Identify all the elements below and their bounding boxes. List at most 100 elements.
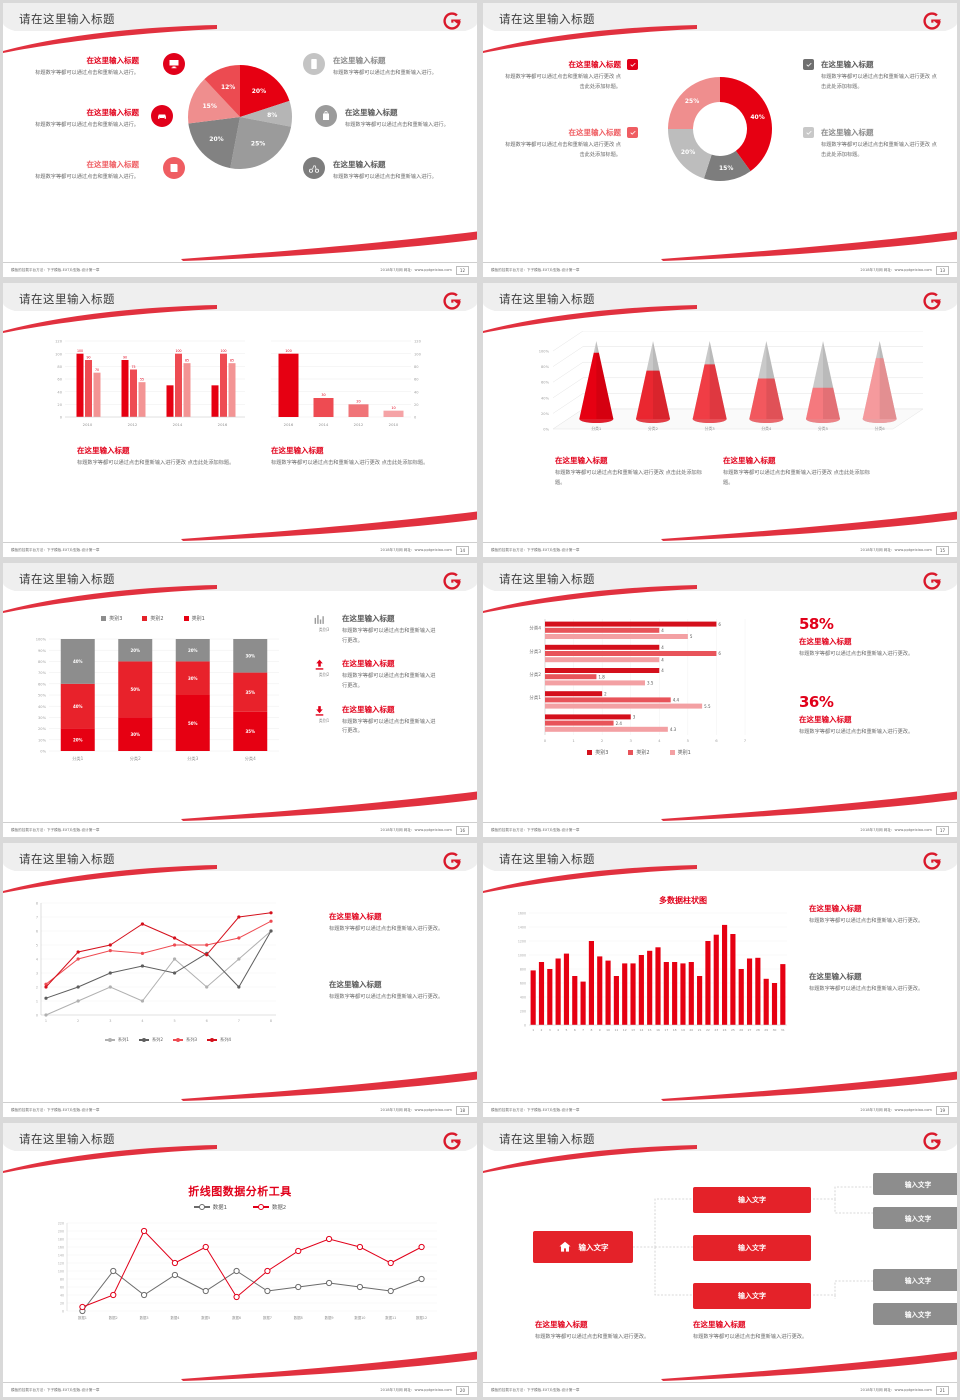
book-icon-badge[interactable] (163, 157, 185, 179)
bicycle-icon-badge[interactable] (303, 157, 325, 179)
info-block[interactable]: 在这里输入标题 标题数字等都可以通过点击和重新输入进行。 (13, 107, 139, 131)
list-item[interactable]: 类别3 在这里输入标题 标题数字等都可以通过点击和重新输入进行更改。 (313, 613, 463, 646)
info-block-heading: 在这里输入标题 (86, 108, 140, 117)
pie-slice-label: 8% (267, 112, 277, 119)
y-tick-label: 400 (520, 995, 526, 999)
info-block[interactable]: 在这里输入标题 标题数字等都可以通过点击和重新输入进行更改 点击此处添加标题。 (501, 127, 621, 160)
segment-value-label: 35% (245, 690, 255, 695)
x-tick-label: 2 (601, 738, 604, 743)
checkbox-checked[interactable] (803, 59, 814, 70)
x-tick-label: 数据3 (140, 1315, 149, 1320)
org-node-leaf[interactable]: 输入文字 (873, 1269, 957, 1291)
y-tick-label: 20% (541, 412, 550, 416)
line-point (140, 1227, 148, 1235)
bar (622, 963, 628, 1025)
info-block[interactable]: 在这里输入标题 标题数字等都可以通过点击和重新输入进行更改。 (809, 903, 945, 927)
x-tick-label: 3 (109, 1019, 111, 1023)
y-tick-label: 分类2 (529, 671, 541, 678)
line-point (108, 971, 112, 975)
footer-source-text: 模板的挂载平台方法：下子模板-EXT片型版-设计第一章 (491, 1387, 580, 1392)
checkbox-checked[interactable] (803, 127, 814, 138)
stat-block[interactable]: 58% 在这里输入标题 标题数字等都可以通过点击和重新输入进行更改。 (799, 615, 945, 660)
y-tick-label: 10% (38, 738, 47, 742)
slide-footer: 模板的挂载平台方法：下子模板-EXT片型版-设计第一章 2018年7月网 网址：w… (483, 542, 957, 557)
info-block[interactable]: 在这里输入标题 标题数字等都可以通过点击和重新输入进行更改。 (809, 971, 945, 995)
slide-18[interactable]: 请在这里输入标题 模板的挂载平台方法：下子模板-EXT片型版-设计第一章 2018年… (0, 840, 480, 1120)
g-arrow-logo (921, 10, 943, 32)
checkbox-checked[interactable] (627, 59, 638, 70)
info-block[interactable]: 在这里输入标题 标题数字等都可以通过点击和重新输入进行。 (333, 159, 459, 183)
slide-content: 类别3 类别2 类别1 0% 10% 20% 30% 40% 50% 60% 70% 80% 90% 10… (3, 609, 477, 822)
car-icon-badge[interactable] (151, 105, 173, 127)
cone-value (579, 352, 614, 419)
slide-14[interactable]: 请在这里输入标题 模板的挂载平台方法：下子模板-EXT片型版-设计第一章 2018年… (0, 280, 480, 560)
decor-swoosh-bottom (181, 1351, 477, 1381)
monitor-icon-badge[interactable] (163, 53, 185, 75)
org-node-leaf[interactable]: 输入文字 (873, 1303, 957, 1325)
org-node-root[interactable]: 输入文字 (533, 1231, 633, 1263)
list-item[interactable]: 类别1 在这里输入标题 标题数字等都可以通过点击和重新输入进行更改。 (313, 704, 463, 737)
x-tick-label: 数据8 (294, 1315, 303, 1320)
list-item-caption: 类别2 (318, 672, 330, 678)
org-node-mid[interactable]: 输入文字 (693, 1187, 811, 1213)
line-series (45, 930, 272, 1016)
info-block[interactable]: 在这里输入标题 标题数字等都可以通过点击和重新输入进行更改。 (329, 911, 465, 935)
info-block[interactable]: 在这里输入标题 标题数字等都可以通过点击和重新输入进行更改 点击此处添加标题。 (821, 59, 941, 92)
caption-block[interactable]: 在这里输入标题 标题数字等都可以通过点击和重新输入进行更改 点击此处添加标题。 (271, 445, 431, 469)
donut-chart: 40% 15% 20% 25% (668, 77, 772, 181)
slide-20[interactable]: 请在这里输入标题 模板的挂载平台方法：下子模板-EXT片型版-设计第一章 2018年… (0, 1120, 480, 1400)
check-icon (805, 130, 812, 135)
info-block[interactable]: 在这里输入标题 标题数字等都可以通过点击和重新输入进行更改 点击此处添加标题。 (821, 127, 941, 160)
footer-right-group: 2018年7月网 网址：www.pptgeixiao.com 20 (380, 1385, 469, 1395)
caption-block[interactable]: 在这里输入标题 标题数字等都可以通过点击和重新输入进行更改。 (535, 1319, 675, 1343)
y-tick-label: 160 (58, 1245, 64, 1249)
info-block[interactable]: 在这里输入标题 标题数字等都可以通过点击和重新输入进行更改 点击此处添加标题。 (501, 59, 621, 92)
bar (228, 363, 236, 417)
decor-swoosh-bottom (181, 1071, 477, 1101)
slide-12[interactable]: 请在这里输入标题 模板的挂载平台方法：下子模板-EXT片型版-设计第一章 2018年… (0, 0, 480, 280)
line-point (233, 1293, 240, 1301)
bag-icon-badge[interactable] (315, 105, 337, 127)
list-item[interactable]: 类别2 在这里输入标题 标题数字等都可以通过点击和重新输入进行更改。 (313, 658, 463, 691)
slide-16[interactable]: 请在这里输入标题 模板的挂载平台方法：下子模板-EXT片型版-设计第一章 2018年… (0, 560, 480, 840)
org-node-leaf[interactable]: 输入文字 (873, 1207, 957, 1229)
info-block-heading: 在这里输入标题 (821, 128, 874, 137)
g-arrow-logo-glyph (923, 12, 942, 30)
caption-block[interactable]: 在这里输入标题 标题数字等都可以通过点击和重新输入进行更改 点击此处添加标题。 (555, 455, 710, 488)
caption-block[interactable]: 在这里输入标题 标题数字等都可以通过点击和重新输入进行更改 点击此处添加标题。 (723, 455, 878, 488)
info-block[interactable]: 在这里输入标题 标题数字等都可以通过点击和重新输入进行。 (345, 107, 471, 131)
phone-icon-badge[interactable] (303, 53, 325, 75)
caption-block[interactable]: 在这里输入标题 标题数字等都可以通过点击和重新输入进行更改。 (693, 1319, 833, 1343)
checkbox-checked[interactable] (627, 127, 638, 138)
g-arrow-logo (441, 290, 463, 312)
org-node-leaf[interactable]: 输入文字 (873, 1173, 957, 1195)
cone-value (749, 378, 784, 419)
footer-right-group: 2018年7月网 网址：www.pptgeixiao.com 12 (380, 265, 469, 275)
slide-21[interactable]: 请在这里输入标题 模板的挂载平台方法：下子模板-EXT片型版-设计第一章 2018年… (480, 1120, 960, 1400)
decor-swoosh-top-shape (483, 585, 697, 614)
slide-13[interactable]: 请在这里输入标题 模板的挂载平台方法：下子模板-EXT片型版-设计第一章 2018年… (480, 0, 960, 280)
donut-slice-label: 25% (685, 98, 699, 105)
legend-label: 数据1 (212, 1205, 227, 1211)
info-block[interactable]: 在这里输入标题 标题数字等都可以通过点击和重新输入进行。 (13, 55, 139, 79)
info-block[interactable]: 在这里输入标题 标题数字等都可以通过点击和重新输入进行。 (333, 55, 459, 79)
org-connector (834, 1295, 836, 1299)
org-node-mid[interactable]: 输入文字 (693, 1235, 811, 1261)
stat-block[interactable]: 36% 在这里输入标题 标题数字等都可以通过点击和重新输入进行更改。 (799, 693, 945, 738)
decor-swoosh-bottom (661, 511, 957, 541)
stat-value: 58% (799, 615, 834, 633)
slide-17[interactable]: 请在这里输入标题 模板的挂载平台方法：下子模板-EXT片型版-设计第一章 2018年… (480, 560, 960, 840)
donut-slice-label: 40% (750, 114, 764, 121)
org-node-mid[interactable]: 输入文字 (693, 1283, 811, 1309)
bar (580, 981, 586, 1025)
info-block-text: 标题数字等都可以通过点击和重新输入进行更改。 (809, 986, 924, 992)
footer-right-group: 2018年7月网 网址：www.pptgeixiao.com 16 (380, 825, 469, 835)
slide-15[interactable]: 请在这里输入标题 模板的挂载平台方法：下子模板-EXT片型版-设计第一章 2018年… (480, 280, 960, 560)
info-block[interactable]: 在这里输入标题 标题数字等都可以通过点击和重新输入进行更改。 (329, 979, 465, 1003)
x-tick-label: 7 (744, 738, 747, 743)
caption-block[interactable]: 在这里输入标题 标题数字等都可以通过点击和重新输入进行更改 点击此处添加标题。 (77, 445, 237, 469)
slide-19[interactable]: 请在这里输入标题 模板的挂载平台方法：下子模板-EXT片型版-设计第一章 2018年… (480, 840, 960, 1120)
cone-chart-3d: 0% 20% 40% 60% 80% 100% 分类1 分类2 分类3 分类4 分类5 分类6 (539, 331, 924, 432)
caption-text: 标题数字等都可以通过点击和重新输入进行更改 点击此处添加标题。 (555, 470, 702, 486)
info-block[interactable]: 在这里输入标题 标题数字等都可以通过点击和重新输入进行。 (13, 159, 139, 183)
